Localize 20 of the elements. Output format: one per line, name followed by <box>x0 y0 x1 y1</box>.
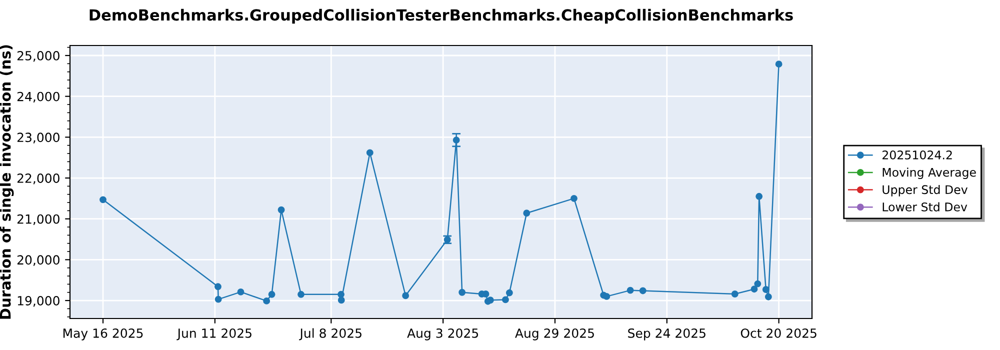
x-tick-label: Jul 8 2025 <box>299 328 362 340</box>
y-tick-label: 25,000 <box>17 50 60 62</box>
x-tick-label: Sep 24 2025 <box>628 328 706 340</box>
x-tick-label: May 16 2025 <box>63 328 143 340</box>
chart-title: DemoBenchmarks.GroupedCollisionTesterBenchmarks.CheapCollisionBenchmarks <box>90 8 793 24</box>
legend-label: Lower Std Dev <box>882 202 968 212</box>
y-tick-label: 23,000 <box>17 132 60 144</box>
x-tick-label: Oct 20 2025 <box>740 328 816 338</box>
y-axis-title: Duration of single invocation (ns) <box>0 45 14 319</box>
y-tick-label: 22,000 <box>17 173 60 184</box>
y-tick-label: 21,000 <box>17 214 60 226</box>
legend-label: Upper Std Dev <box>882 184 968 196</box>
y-tick-label: 24,000 <box>17 92 60 103</box>
y-tick-label: 20,000 <box>17 255 60 266</box>
legend-label: Moving Average <box>882 168 976 180</box>
x-tick-label: Aug 3 2025 <box>407 328 478 340</box>
x-tick-label: Aug 29 2025 <box>515 328 594 340</box>
legend-label: 20251024.2 <box>882 150 952 160</box>
y-tick-label: 19,000 <box>18 296 60 307</box>
x-tick-label: Jun 11 2025 <box>176 328 252 340</box>
